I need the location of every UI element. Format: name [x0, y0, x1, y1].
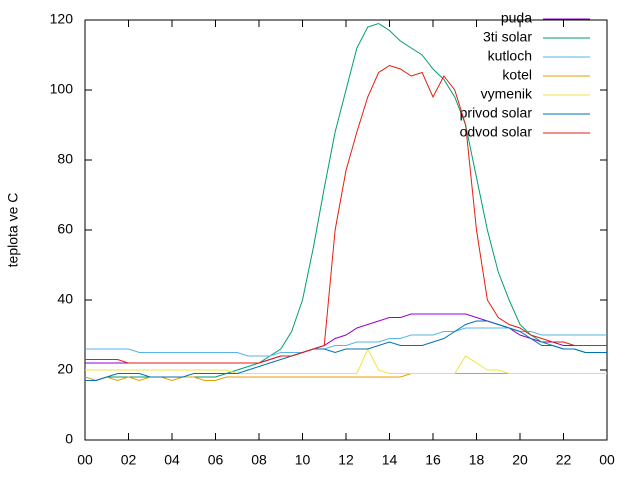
x-tick-label: 06: [208, 452, 224, 468]
y-tick-label: 120: [50, 11, 74, 27]
y-tick-label: 0: [65, 431, 73, 447]
y-tick-label: 40: [57, 291, 73, 307]
series-line: [85, 327, 607, 357]
legend-label: vymenik: [481, 86, 533, 102]
x-tick-label: 10: [295, 452, 311, 468]
x-tick-label: 00: [599, 452, 615, 468]
series-line: [85, 64, 607, 364]
x-tick-label: 04: [164, 452, 180, 468]
y-tick-label: 20: [57, 361, 73, 377]
x-tick-label: 00: [77, 452, 93, 468]
y-tick-label: 80: [57, 151, 73, 167]
legend-label: kutloch: [488, 48, 532, 64]
y-tick-label: 100: [50, 81, 74, 97]
y-axis-label: teplota ve C: [5, 193, 21, 268]
legend-label: kotel: [502, 67, 532, 83]
legend-label: odvod solar: [460, 124, 533, 140]
y-tick-label: 60: [57, 221, 73, 237]
series-line: [85, 347, 607, 374]
series-line: [85, 320, 607, 381]
x-tick-label: 02: [121, 452, 137, 468]
x-tick-label: 22: [556, 452, 572, 468]
legend-label: 3ti solar: [483, 29, 532, 45]
x-tick-label: 18: [469, 452, 485, 468]
x-tick-label: 08: [251, 452, 267, 468]
legend-label: privod solar: [460, 105, 533, 121]
x-tick-label: 14: [382, 452, 398, 468]
x-tick-label: 20: [512, 452, 528, 468]
x-tick-label: 12: [338, 452, 354, 468]
x-tick-label: 16: [425, 452, 441, 468]
series-line: [85, 313, 607, 364]
legend-label: puda: [501, 10, 532, 26]
